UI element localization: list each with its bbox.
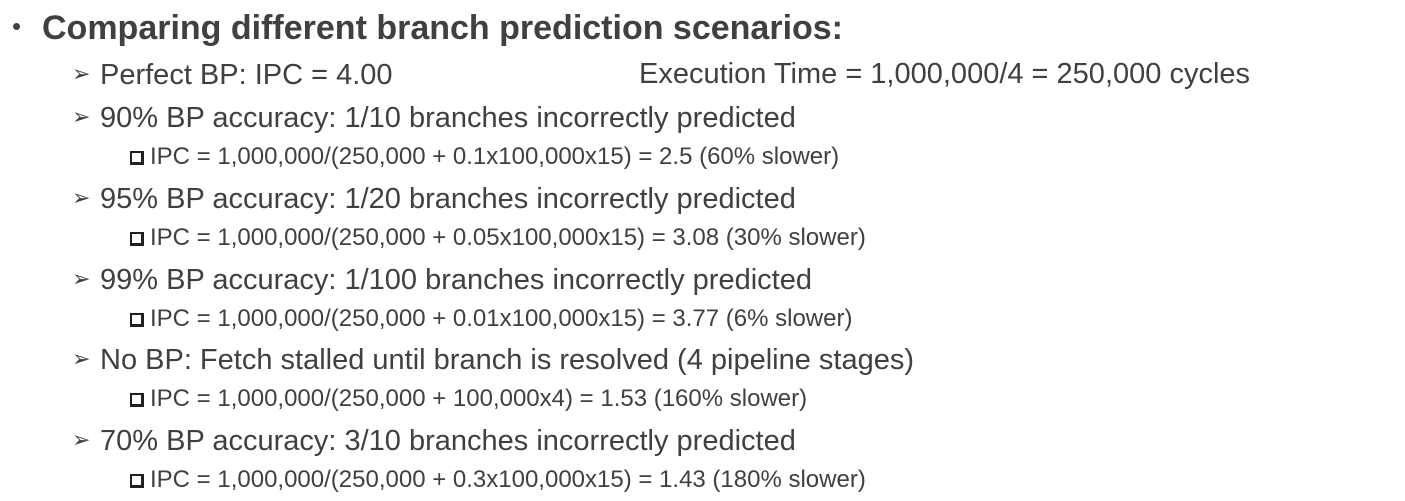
sub-item-99-ipc: IPC = 1,000,000/(250,000 + 0.01x100,000x… [130,303,852,335]
list-item-text: 99% BP accuracy: 1/100 branches incorrec… [100,264,812,296]
execution-time-text: Execution Time = 1,000,000/4 = 250,000 c… [639,58,1251,90]
heading: • Comparing different branch prediction s… [12,4,843,50]
list-item-95-accuracy: ➢ 95% BP accuracy: 1/20 branches incorrec… [72,179,796,218]
sub-item-90-ipc: IPC = 1,000,000/(250,000 + 0.1x100,000x1… [130,141,839,173]
arrow-bullet-icon: ➢ [72,346,91,371]
sub-item-text: IPC = 1,000,000/(250,000 + 0.3x100,000x1… [150,466,866,493]
arrow-bullet-icon: ➢ [72,266,91,291]
arrow-bullet-icon: ➢ [72,104,91,129]
sub-item-text: IPC = 1,000,000/(250,000 + 0.01x100,000x… [150,305,853,332]
checkbox-bullet-icon [130,393,144,407]
checkbox-bullet-icon [130,232,144,246]
arrow-bullet-icon: ➢ [72,61,91,86]
bullet-icon: • [12,11,22,41]
arrow-bullet-icon: ➢ [72,427,91,452]
list-item-99-accuracy: ➢ 99% BP accuracy: 1/100 branches incorre… [72,260,812,299]
list-item-text: Perfect BP: IPC = 4.00 [100,59,393,91]
list-item-90-accuracy: ➢ 90% BP accuracy: 1/10 branches incorrec… [72,98,796,137]
checkbox-bullet-icon [130,474,144,488]
heading-text: Comparing different branch prediction sc… [42,9,844,47]
checkbox-bullet-icon [130,151,144,165]
checkbox-bullet-icon [130,313,144,327]
list-item-no-bp: ➢ No BP: Fetch stalled until branch is re… [72,340,914,379]
sub-item-no-bp-ipc: IPC = 1,000,000/(250,000 + 100,000x4) = … [130,383,807,415]
sub-item-text: IPC = 1,000,000/(250,000 + 0.05x100,000x… [150,224,866,251]
list-item-text: 70% BP accuracy: 3/10 branches incorrect… [100,425,796,457]
sub-item-95-ipc: IPC = 1,000,000/(250,000 + 0.05x100,000x… [130,222,866,254]
sub-item-text: IPC = 1,000,000/(250,000 + 100,000x4) = … [150,385,808,412]
list-item-text: 95% BP accuracy: 1/20 branches incorrect… [100,183,796,215]
arrow-bullet-icon: ➢ [72,185,91,210]
sub-item-70-ipc: IPC = 1,000,000/(250,000 + 0.3x100,000x1… [130,464,866,496]
list-item-70-accuracy: ➢ 70% BP accuracy: 3/10 branches incorrec… [72,421,796,460]
list-item-perfect-bp: ➢ Perfect BP: IPC = 4.00 [72,55,393,94]
list-item-text: No BP: Fetch stalled until branch is res… [100,344,915,376]
sub-item-text: IPC = 1,000,000/(250,000 + 0.1x100,000x1… [150,143,840,170]
list-item-text: 90% BP accuracy: 1/10 branches incorrect… [100,102,796,134]
